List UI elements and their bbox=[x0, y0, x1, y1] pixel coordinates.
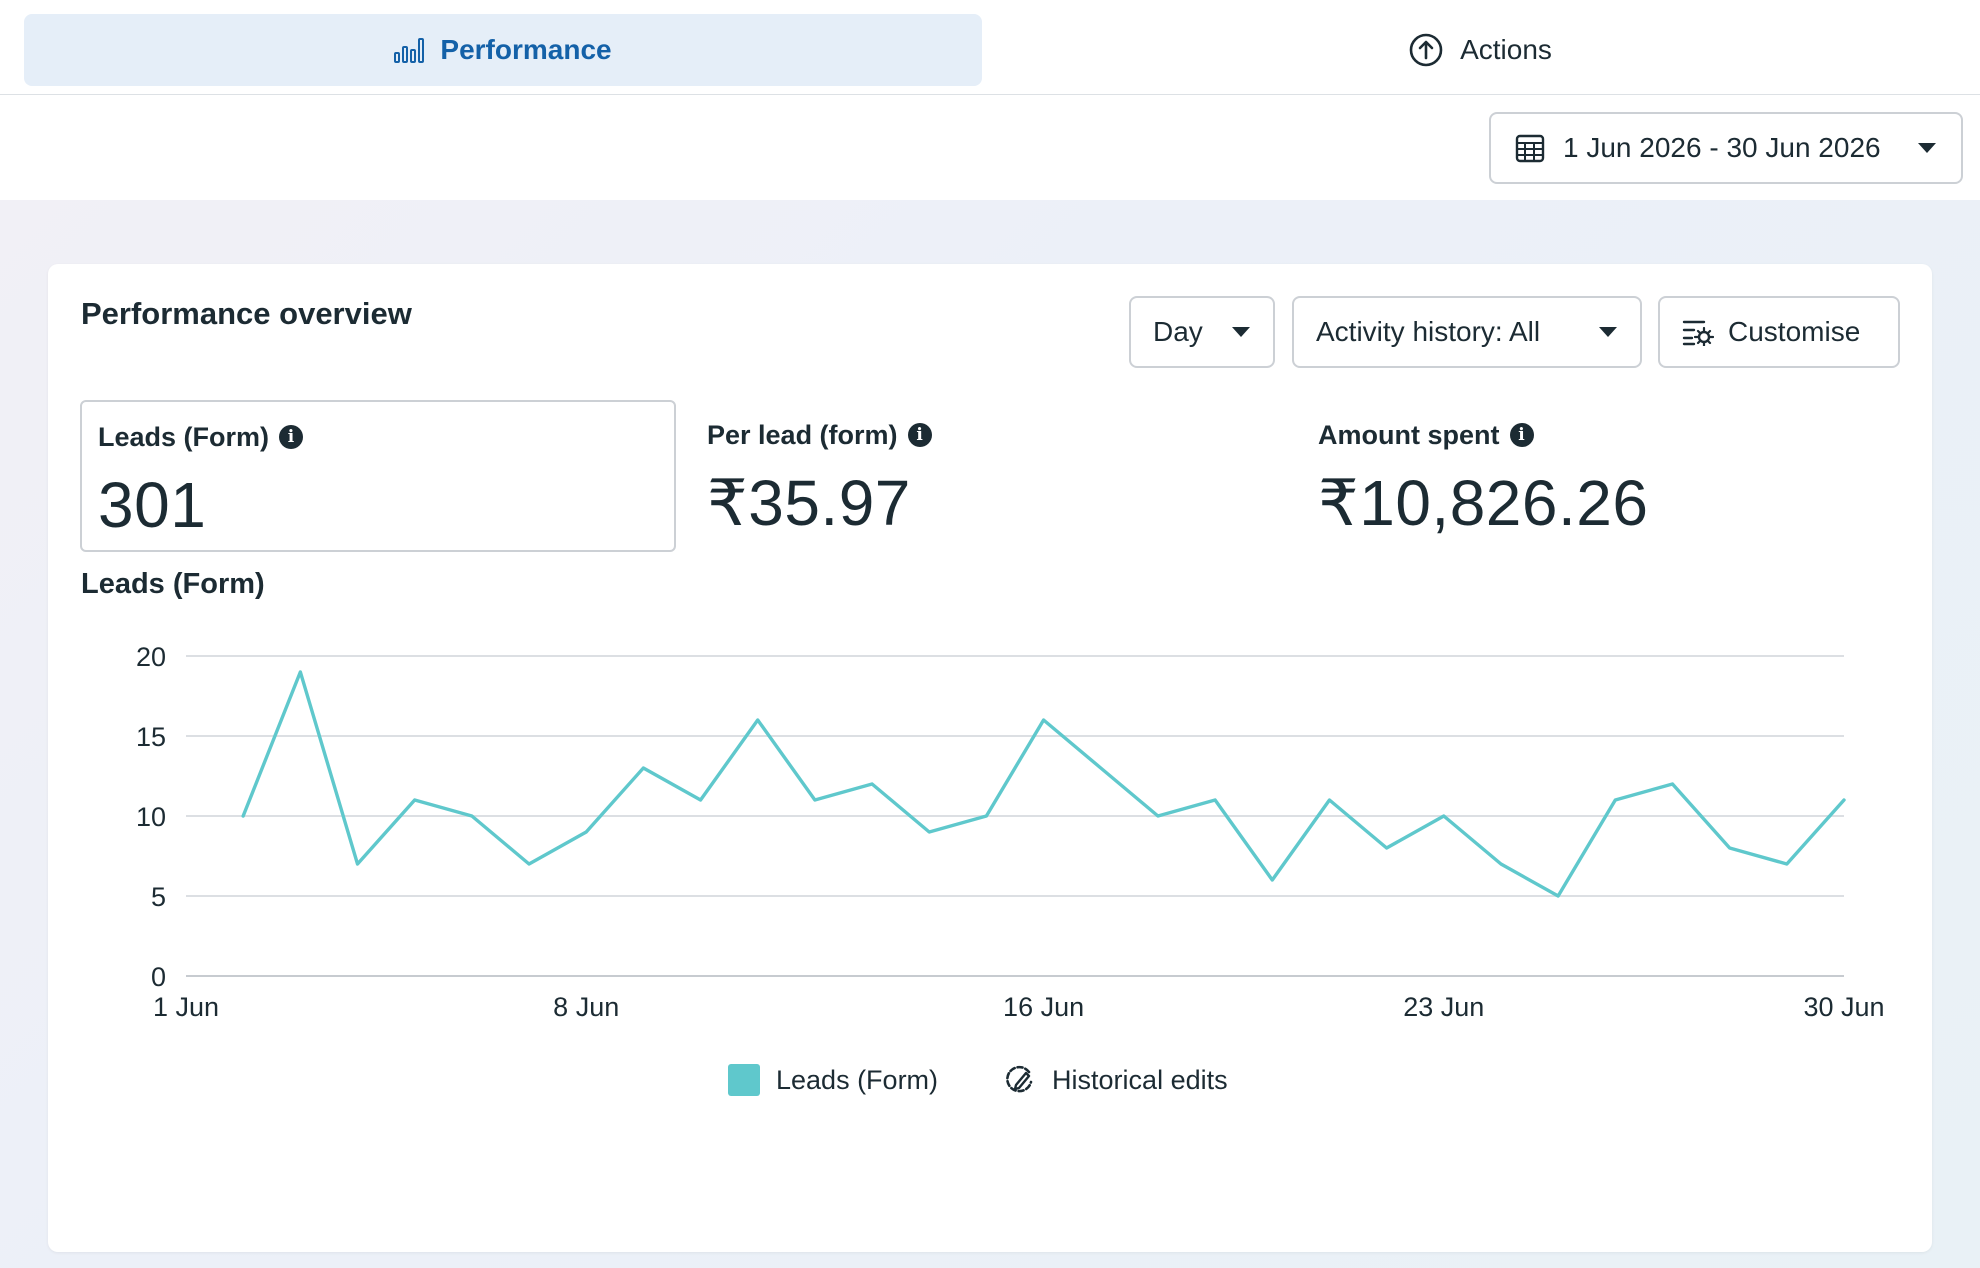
info-icon[interactable]: i bbox=[1509, 423, 1534, 447]
legend-item-leads[interactable]: Leads (Form) bbox=[728, 1064, 938, 1096]
metric-amount-spent-value: ₹10,826.26 bbox=[1318, 467, 1649, 539]
data-point bbox=[752, 714, 764, 726]
data-point bbox=[580, 826, 592, 838]
tab-actions-label: Actions bbox=[1460, 34, 1552, 65]
activity-history-dropdown[interactable]: Activity history: All bbox=[1292, 296, 1642, 368]
data-point bbox=[1495, 858, 1507, 870]
legend-swatch bbox=[728, 1064, 760, 1096]
metric-per-lead-label-row: Per lead (form) i bbox=[707, 418, 1235, 452]
data-point bbox=[1609, 794, 1621, 806]
data-point bbox=[923, 826, 935, 838]
settings-list-icon bbox=[1682, 320, 1714, 346]
legend-edits-label: Historical edits bbox=[1052, 1064, 1228, 1095]
day-dropdown-label: Day bbox=[1153, 316, 1203, 347]
arrow-up-circle-icon bbox=[1409, 33, 1443, 67]
x-tick-label: 16 Jun bbox=[1003, 992, 1084, 1022]
data-point bbox=[1781, 858, 1793, 870]
day-dropdown[interactable]: Day bbox=[1129, 296, 1275, 368]
metric-per-lead[interactable]: Per lead (form) i ₹35.97 bbox=[691, 400, 1251, 552]
data-point bbox=[980, 810, 992, 822]
metric-leads-value: 301 bbox=[98, 469, 207, 541]
x-tick-label: 23 Jun bbox=[1403, 992, 1484, 1022]
data-point bbox=[237, 810, 249, 822]
data-point bbox=[1724, 842, 1736, 854]
data-point bbox=[637, 762, 649, 774]
date-range-label: 1 Jun 2026 - 30 Jun 2026 bbox=[1563, 132, 1881, 163]
y-tick-label: 15 bbox=[136, 722, 166, 752]
x-tick-label: 8 Jun bbox=[553, 992, 619, 1022]
metric-leads-label-row: Leads (Form) i bbox=[98, 420, 658, 454]
chart-legend: Leads (Form) Historical edits bbox=[728, 1060, 1228, 1100]
metric-leads[interactable]: Leads (Form) i 301 bbox=[80, 400, 676, 552]
y-tick-label: 10 bbox=[136, 802, 166, 832]
data-point bbox=[1266, 874, 1278, 886]
data-point bbox=[409, 794, 421, 806]
data-point bbox=[1038, 714, 1050, 726]
date-range-picker[interactable]: 1 Jun 2026 - 30 Jun 2026 bbox=[1489, 112, 1963, 184]
metric-leads-label: Leads (Form) bbox=[98, 421, 270, 452]
caret-down-icon bbox=[1232, 327, 1250, 337]
caret-down-icon bbox=[1918, 143, 1936, 153]
data-point bbox=[1552, 890, 1564, 902]
metric-amount-spent[interactable]: Amount spent i ₹10,826.26 bbox=[1302, 400, 1862, 552]
x-tick-label: 30 Jun bbox=[1803, 992, 1884, 1022]
info-icon[interactable]: i bbox=[279, 425, 304, 449]
caret-down-icon bbox=[1599, 327, 1617, 337]
customise-label: Customise bbox=[1728, 316, 1861, 347]
data-point bbox=[1323, 794, 1335, 806]
tab-actions[interactable]: Actions bbox=[1300, 14, 1660, 86]
data-point bbox=[809, 794, 821, 806]
legend-item-historical-edits[interactable]: Historical edits bbox=[1002, 1063, 1228, 1097]
metric-per-lead-value: ₹35.97 bbox=[707, 467, 911, 539]
performance-overview-card: Performance overview Day Activity histor… bbox=[48, 264, 1932, 1252]
tab-performance-label: Performance bbox=[440, 34, 612, 65]
info-icon[interactable]: i bbox=[907, 423, 932, 447]
chart-title: Leads (Form) bbox=[81, 568, 265, 600]
bar-chart-icon bbox=[394, 38, 425, 63]
y-tick-label: 20 bbox=[136, 642, 166, 672]
metric-amount-spent-label-row: Amount spent i bbox=[1318, 418, 1846, 452]
data-point bbox=[695, 794, 707, 806]
data-point bbox=[352, 858, 364, 870]
data-point bbox=[1209, 794, 1221, 806]
calendar-icon bbox=[1515, 134, 1545, 163]
data-point bbox=[1381, 842, 1393, 854]
card-title: Performance overview bbox=[81, 296, 412, 331]
metric-per-lead-label: Per lead (form) bbox=[707, 419, 898, 450]
y-tick-label: 5 bbox=[151, 882, 166, 912]
customise-button[interactable]: Customise bbox=[1658, 296, 1900, 368]
x-tick-label: 1 Jun bbox=[153, 992, 219, 1022]
data-point bbox=[1666, 778, 1678, 790]
data-point bbox=[1438, 810, 1450, 822]
y-tick-label: 0 bbox=[151, 962, 166, 992]
edit-history-icon bbox=[1006, 1065, 1033, 1093]
data-point bbox=[466, 810, 478, 822]
tab-performance[interactable]: Performance bbox=[24, 14, 982, 86]
activity-history-label: Activity history: All bbox=[1316, 316, 1541, 347]
data-point bbox=[866, 778, 878, 790]
legend-leads-label: Leads (Form) bbox=[776, 1064, 939, 1095]
data-point bbox=[1095, 762, 1107, 774]
metric-amount-spent-label: Amount spent bbox=[1318, 419, 1500, 450]
data-point bbox=[1838, 794, 1850, 806]
data-point bbox=[523, 858, 535, 870]
tab-bar: Performance Actions bbox=[0, 0, 1980, 95]
date-row: 1 Jun 2026 - 30 Jun 2026 bbox=[0, 96, 1980, 200]
series-line-leads bbox=[241, 670, 1846, 898]
leads-line-chart: 0 5 10 15 20 1 Jun 8 Jun 16 Jun 23 Jun 30 Jun bbox=[136, 642, 1885, 1022]
data-point bbox=[1152, 810, 1164, 822]
data-point bbox=[294, 666, 306, 678]
